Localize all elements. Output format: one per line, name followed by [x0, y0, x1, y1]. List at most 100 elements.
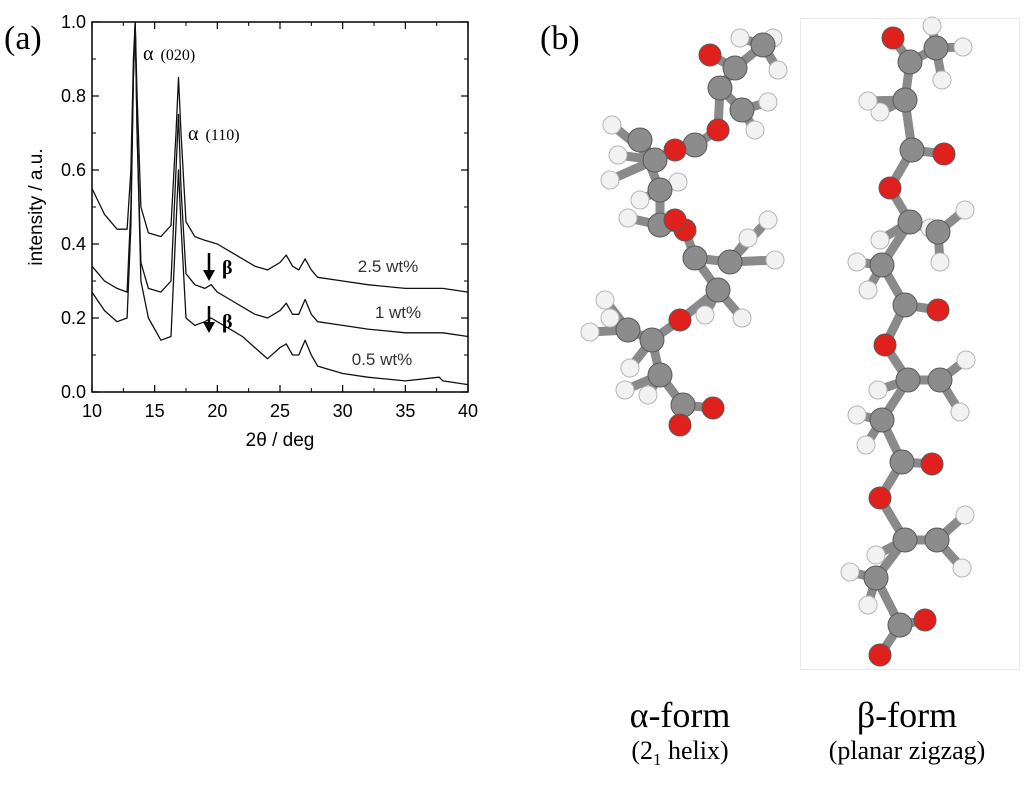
hydrogen-atom	[600, 170, 620, 190]
hydrogen-atom	[866, 545, 886, 565]
oxygen-atom	[701, 396, 725, 420]
hydrogen-atom	[870, 230, 890, 250]
alpha-020-annotation: α (020)	[143, 43, 195, 65]
carbon-atom	[729, 97, 755, 123]
alpha-sub-prefix: (2	[631, 736, 653, 765]
hydrogen-atom	[758, 92, 778, 112]
alpha-form-subtitle: (21 helix)	[580, 736, 780, 770]
hydrogen-atom	[932, 70, 952, 90]
oxygen-atom	[663, 138, 687, 162]
x-tick-label: 10	[82, 401, 102, 421]
beta-form-molecule	[840, 16, 976, 667]
x-tick-label: 15	[145, 401, 165, 421]
series-label-0: 2.5 wt%	[358, 257, 418, 276]
carbon-atom	[863, 565, 889, 591]
carbon-atom	[923, 35, 949, 61]
carbon-atom	[892, 527, 918, 553]
carbon-atom	[869, 407, 895, 433]
beta-label-lower: β	[222, 311, 233, 333]
carbon-atom	[892, 292, 918, 318]
hydrogen-atom	[952, 558, 972, 578]
beta-label-upper: β	[222, 257, 233, 279]
carbon-atom	[642, 147, 668, 173]
hydrogen-atom	[768, 60, 788, 80]
beta-arrow-upper	[203, 253, 215, 281]
alpha-sub-suffix: helix)	[661, 736, 729, 765]
hydrogen-atom	[602, 115, 622, 135]
x-tick-label: 40	[458, 401, 478, 421]
hydrogen-atom	[695, 305, 715, 325]
carbon-atom	[899, 137, 925, 163]
series-label-2: 0.5 wt%	[352, 350, 412, 369]
alpha-110-annotation: α (110)	[188, 123, 240, 145]
hydrogen-atom	[580, 322, 600, 342]
y-tick-labels: 0.0 0.2 0.4 0.6 0.8 1.0	[61, 12, 86, 402]
beta-form-title: β-form	[856, 695, 958, 735]
series-line-1	[91, 21, 469, 338]
hydrogen-atom	[620, 358, 640, 378]
alpha-020-hkl: (020)	[160, 47, 195, 64]
x-tick-label: 30	[333, 401, 353, 421]
hydrogen-atom	[608, 145, 628, 165]
hydrogen-atom	[847, 252, 867, 272]
hydrogen-atom	[638, 385, 658, 405]
hydrogen-atom	[956, 350, 976, 370]
alpha-110-hkl: (110)	[205, 127, 239, 144]
carbon-atom	[717, 249, 743, 275]
carbon-atom	[647, 362, 673, 388]
beta-form-caption: β-form (planar zigzag)	[790, 694, 1024, 766]
beta-arrow-lower	[203, 306, 215, 333]
oxygen-atom	[932, 142, 956, 166]
series-lines	[91, 21, 469, 386]
carbon-atom	[889, 449, 915, 475]
panel-a-label: (a)	[4, 20, 42, 57]
carbon-atom	[924, 527, 950, 553]
hydrogen-atom	[758, 210, 778, 230]
x-tick-labels: 10 15 20 25 30 35 40	[82, 401, 478, 421]
hydrogen-atom	[847, 405, 867, 425]
hydrogen-atom	[630, 190, 650, 210]
oxygen-atom	[868, 643, 892, 667]
hydrogen-atom	[732, 308, 752, 328]
carbon-atom	[647, 177, 673, 203]
hydrogen-atom	[615, 380, 635, 400]
oxygen-atom	[926, 298, 950, 322]
alpha-form-molecule	[580, 28, 788, 437]
carbon-atom	[705, 277, 731, 303]
hydrogen-atom	[595, 290, 615, 310]
hydrogen-atom	[858, 280, 878, 300]
oxygen-atom	[920, 452, 944, 476]
carbon-atom	[892, 87, 918, 113]
hydrogen-atom	[600, 308, 620, 328]
carbon-atom	[707, 75, 733, 101]
carbon-atom	[887, 612, 913, 638]
hydrogen-atom	[765, 250, 785, 270]
x-axis-title: 2θ / deg	[246, 430, 315, 451]
hydrogen-atom	[955, 200, 975, 220]
carbon-atom	[897, 209, 923, 235]
hydrogen-atom	[922, 16, 942, 36]
x-tick-label: 20	[207, 401, 227, 421]
oxygen-atom	[668, 413, 692, 437]
alpha-sub-index: 1	[653, 750, 662, 770]
y-tick-label: 0.4	[61, 234, 86, 254]
hydrogen-atom	[930, 252, 950, 272]
oxygen-atom	[881, 26, 905, 50]
axis-ticks	[91, 21, 469, 393]
carbon-atom	[682, 132, 708, 158]
x-tick-label: 25	[270, 401, 290, 421]
hydrogen-atom	[840, 562, 860, 582]
y-axis-title: intensity / a.u.	[26, 148, 47, 265]
hydrogen-atom	[868, 380, 888, 400]
oxygen-atom	[663, 208, 687, 232]
carbon-atom	[682, 245, 708, 271]
hydrogen-atom	[955, 505, 975, 525]
series-labels: 2.5 wt% 1 wt% 0.5 wt%	[352, 257, 421, 369]
hydrogen-atom	[870, 102, 890, 122]
carbon-atom	[897, 49, 923, 75]
oxygen-atom	[873, 333, 897, 357]
hydrogen-atom	[738, 228, 758, 248]
carbon-atom	[670, 392, 696, 418]
alpha-form-caption: α-form (21 helix)	[580, 694, 780, 770]
